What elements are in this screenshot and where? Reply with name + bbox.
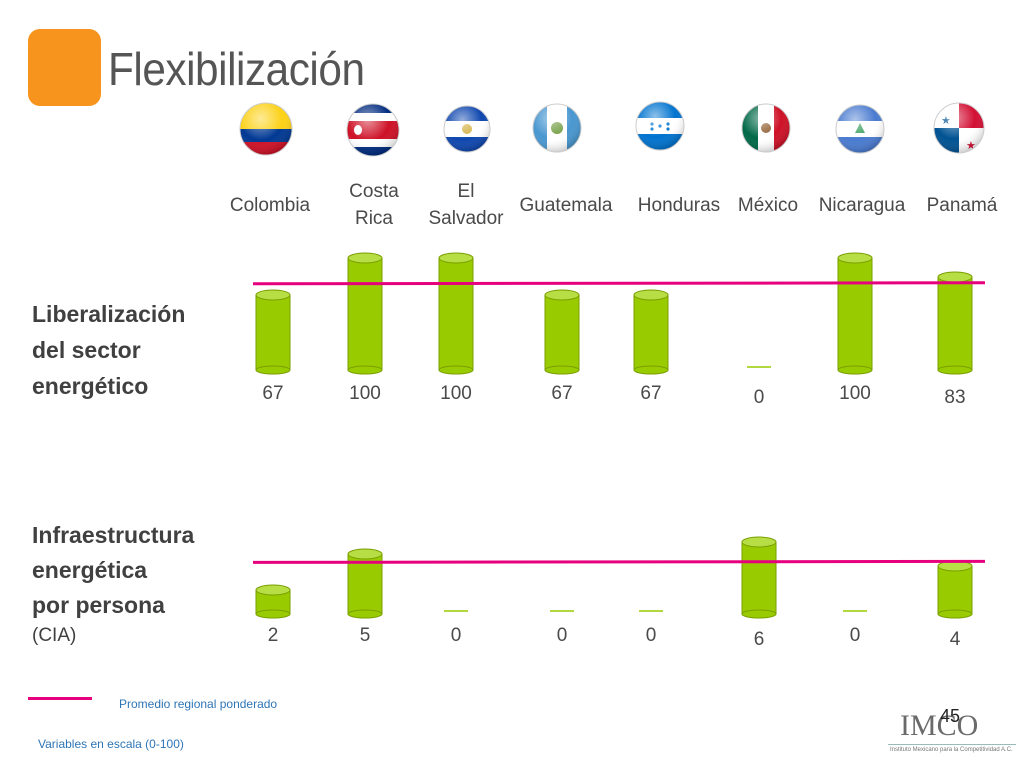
liberalization-label-line-2: del sector bbox=[32, 337, 141, 363]
bar-colombia bbox=[255, 289, 291, 375]
value-label-el-salvador: 100 bbox=[440, 383, 472, 404]
liberalization-label-line-3: energético bbox=[32, 373, 149, 399]
bar-mexico bbox=[741, 536, 777, 619]
value-label-nicaragua: 0 bbox=[850, 625, 861, 646]
bar-colombia bbox=[255, 584, 291, 619]
country-name-guatemala: Guatemala bbox=[520, 195, 613, 216]
value-label-costa-rica: 5 bbox=[360, 625, 371, 646]
regional-average-line-1 bbox=[252, 281, 986, 286]
value-label-mexico: 6 bbox=[754, 629, 765, 650]
bar-panama bbox=[937, 271, 973, 375]
bar-nicaragua bbox=[837, 252, 873, 375]
page-number: 45 bbox=[940, 706, 961, 726]
infrastructure-label-line-2: energética bbox=[32, 557, 148, 583]
country-name-honduras: Honduras bbox=[638, 195, 720, 216]
infrastructure-section-label: Infraestructura energética por persona (… bbox=[32, 518, 194, 649]
infrastructure-source: (CIA) bbox=[32, 625, 77, 646]
value-label-guatemala: 0 bbox=[557, 625, 568, 646]
value-label-guatemala: 67 bbox=[551, 383, 572, 404]
bar-panama bbox=[937, 560, 973, 619]
value-label-panama: 83 bbox=[944, 387, 965, 408]
value-label-nicaragua: 100 bbox=[839, 383, 871, 404]
value-label-honduras: 0 bbox=[646, 625, 657, 646]
value-label-colombia: 2 bbox=[268, 625, 279, 646]
colombia-flag-gloss bbox=[239, 102, 293, 156]
value-label-costa-rica: 100 bbox=[349, 383, 381, 404]
country-name-mexico: México bbox=[738, 195, 798, 216]
value-label-el-salvador: 0 bbox=[451, 625, 462, 646]
bar-costa-rica bbox=[347, 252, 383, 375]
scale-note: Variables en escala (0-100) bbox=[38, 737, 184, 751]
value-label-panama: 4 bbox=[950, 629, 961, 650]
legend-label: Promedio regional ponderado bbox=[119, 697, 278, 711]
infrastructure-label-line-3: por persona bbox=[32, 592, 165, 618]
value-label-mexico: 0 bbox=[754, 387, 765, 408]
infrastructure-label-line-1: Infraestructura bbox=[32, 522, 195, 548]
honduras-flag-gloss bbox=[635, 101, 685, 151]
regional-average-line-2 bbox=[252, 559, 986, 564]
mexico-flag-gloss bbox=[741, 103, 791, 153]
slide-title: Flexibilización bbox=[108, 43, 365, 95]
country-name-el-salvador: El Salvador bbox=[429, 181, 505, 229]
imco-logo: IMCO bbox=[900, 709, 979, 742]
panama-flag-gloss bbox=[933, 102, 985, 154]
logo-divider bbox=[888, 744, 1016, 745]
nicaragua-flag-gloss bbox=[835, 104, 885, 154]
country-names: Colombia Costa Rica El Salvador Guatemala Hond… bbox=[230, 181, 998, 229]
country-name-costa-rica: Costa Rica bbox=[349, 181, 399, 229]
logo-subtitle: Instituto Mexicano para la Competitivida… bbox=[890, 747, 1013, 753]
bar-guatemala bbox=[544, 289, 580, 375]
value-label-honduras: 67 bbox=[640, 383, 661, 404]
el-salvador-flag-gloss bbox=[443, 105, 491, 153]
bar-costa-rica bbox=[347, 548, 383, 619]
country-name-colombia: Colombia bbox=[230, 195, 311, 216]
guatemala-flag-gloss bbox=[532, 103, 582, 153]
infrastructure-bars: 2 5 0 0 0 6 0 4 bbox=[252, 536, 986, 650]
liberalization-label-line-1: Liberalización bbox=[32, 301, 186, 327]
bar-honduras bbox=[633, 289, 669, 375]
bar-el-salvador bbox=[438, 252, 474, 375]
liberalization-section-label: Liberalización del sector energético bbox=[32, 296, 185, 404]
country-name-panama: Panamá bbox=[927, 195, 998, 216]
liberalization-bars: 67 100 100 67 67 0 100 83 bbox=[252, 252, 986, 408]
costa-rica-flag-gloss bbox=[346, 103, 400, 157]
value-label-colombia: 67 bbox=[262, 383, 283, 404]
title-accent-square bbox=[28, 29, 101, 106]
legend-swatch bbox=[28, 697, 92, 700]
country-name-nicaragua: Nicaragua bbox=[819, 195, 906, 216]
